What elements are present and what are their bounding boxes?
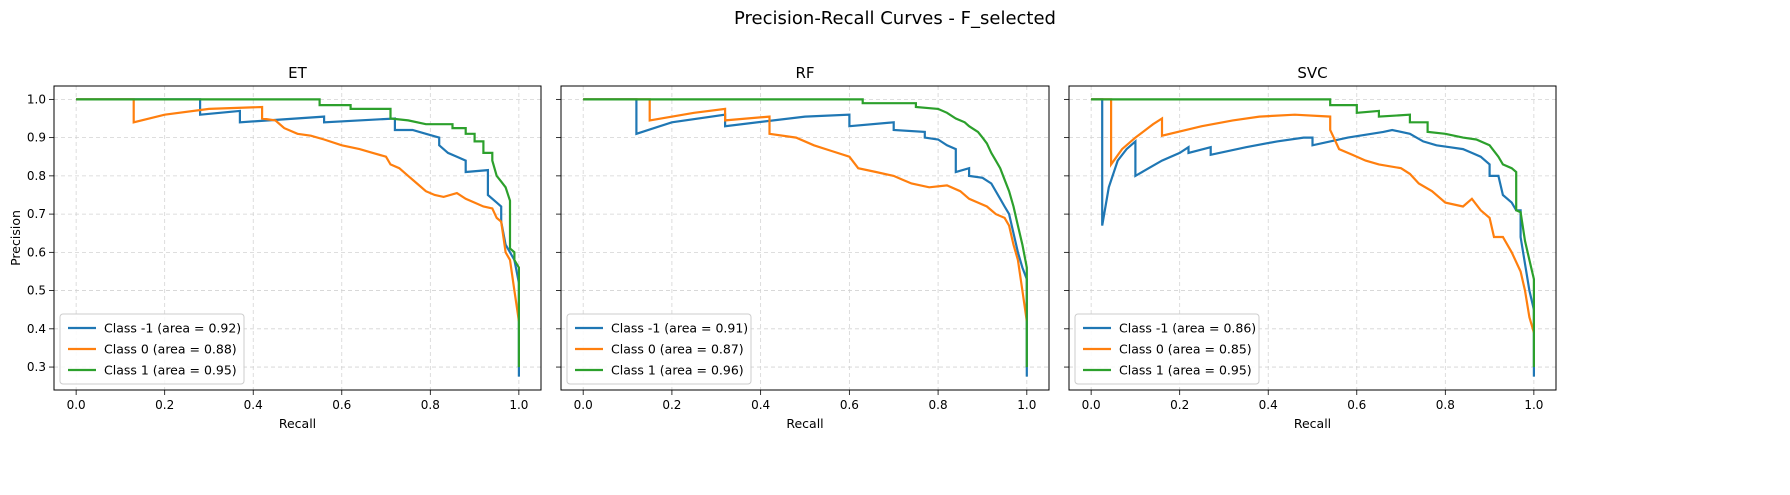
- x-axis-label: Recall: [1294, 416, 1331, 431]
- y-tick-label: 1.0: [27, 92, 46, 106]
- series-line-class-1: [1091, 98, 1535, 368]
- legend-label: Class -1 (area = 0.86): [1119, 321, 1256, 336]
- series-line-class-0: [583, 98, 1028, 322]
- series-line-class-neg1: [583, 98, 1028, 377]
- y-tick-label: 0.4: [27, 322, 46, 336]
- legend-label: Class 1 (area = 0.96): [611, 363, 744, 378]
- subplot-title: SVC: [1297, 64, 1327, 82]
- series-line-class-neg1: [1091, 98, 1535, 377]
- y-tick-label: 0.6: [27, 245, 46, 259]
- series-line-class-0: [1091, 98, 1535, 333]
- x-tick-label: 0.2: [1170, 398, 1189, 412]
- legend-label: Class 0 (area = 0.87): [611, 342, 744, 357]
- panel-et: 0.0 0.2 0.4 0.6 0.8 1.0 0.3 0.4 0.5 0.6 0.7 0.8 0.9 1…: [8, 64, 542, 431]
- legend-label: Class 1 (area = 0.95): [104, 363, 237, 378]
- panel-rf: 0.0 0.2 0.4 0.6 0.8 1.0 RF Recall Class -1 (area…: [556, 64, 1050, 431]
- x-tick-label: 0.0: [574, 398, 593, 412]
- x-tick-label: 0.6: [332, 398, 351, 412]
- x-tick-label: 0.6: [840, 398, 859, 412]
- panels: 0.0 0.2 0.4 0.6 0.8 1.0 0.3 0.4 0.5 0.6 0.7 0.8 0.9 1…: [8, 64, 1557, 431]
- legend-box: [566, 313, 752, 385]
- y-tick-label: 0.3: [27, 360, 46, 374]
- y-tick-label: 0.5: [27, 284, 46, 298]
- subplot-title: ET: [288, 64, 307, 82]
- x-tick-label: 1.0: [509, 398, 528, 412]
- x-tick-label: 0.6: [1347, 398, 1366, 412]
- x-axis-label: Recall: [786, 416, 823, 431]
- panel-svc: 0.0 0.2 0.4 0.6 0.8 1.0 SVC Recall Class -1 (are…: [1064, 64, 1557, 431]
- legend-label: Class -1 (area = 0.91): [611, 321, 748, 336]
- x-tick-label: 1.0: [1524, 398, 1543, 412]
- figure-title: Precision-Recall Curves - F_selected: [734, 8, 1056, 29]
- x-tick-label: 0.4: [244, 398, 263, 412]
- series-line-class-0: [76, 98, 520, 322]
- subplot-title: RF: [795, 64, 814, 82]
- y-tick-label: 0.8: [27, 169, 46, 183]
- legend-box: [1074, 313, 1260, 385]
- legend-label: Class -1 (area = 0.92): [104, 321, 241, 336]
- x-tick-label: 0.0: [67, 398, 86, 412]
- series-line-class-1: [76, 98, 520, 368]
- legend: Class -1 (area = 0.91) Class 0 (area = 0.…: [566, 313, 752, 385]
- plot-frame: [560, 85, 1050, 391]
- x-tick-label: 0.8: [1436, 398, 1455, 412]
- plot-frame: [53, 85, 542, 391]
- y-tick-label: 0.7: [27, 207, 46, 221]
- x-axis-label: Recall: [279, 416, 316, 431]
- legend-box: [59, 313, 245, 385]
- legend: Class -1 (area = 0.92) Class 0 (area = 0.…: [59, 313, 245, 385]
- legend-label: Class 0 (area = 0.85): [1119, 342, 1252, 357]
- x-tick-label: 0.4: [751, 398, 770, 412]
- plot-frame: [1068, 85, 1557, 391]
- y-axis-label: Precision: [8, 210, 23, 266]
- series-line-class-1: [583, 98, 1028, 368]
- y-tick-label: 0.9: [27, 131, 46, 145]
- x-tick-label: 0.0: [1082, 398, 1101, 412]
- x-tick-label: 0.4: [1259, 398, 1278, 412]
- x-tick-label: 0.8: [929, 398, 948, 412]
- x-tick-label: 0.2: [662, 398, 681, 412]
- legend-label: Class 1 (area = 0.95): [1119, 363, 1252, 378]
- legend: Class -1 (area = 0.86) Class 0 (area = 0.…: [1074, 313, 1260, 385]
- x-tick-label: 0.8: [421, 398, 440, 412]
- x-tick-label: 1.0: [1017, 398, 1036, 412]
- x-tick-label: 0.2: [155, 398, 174, 412]
- legend-label: Class 0 (area = 0.88): [104, 342, 237, 357]
